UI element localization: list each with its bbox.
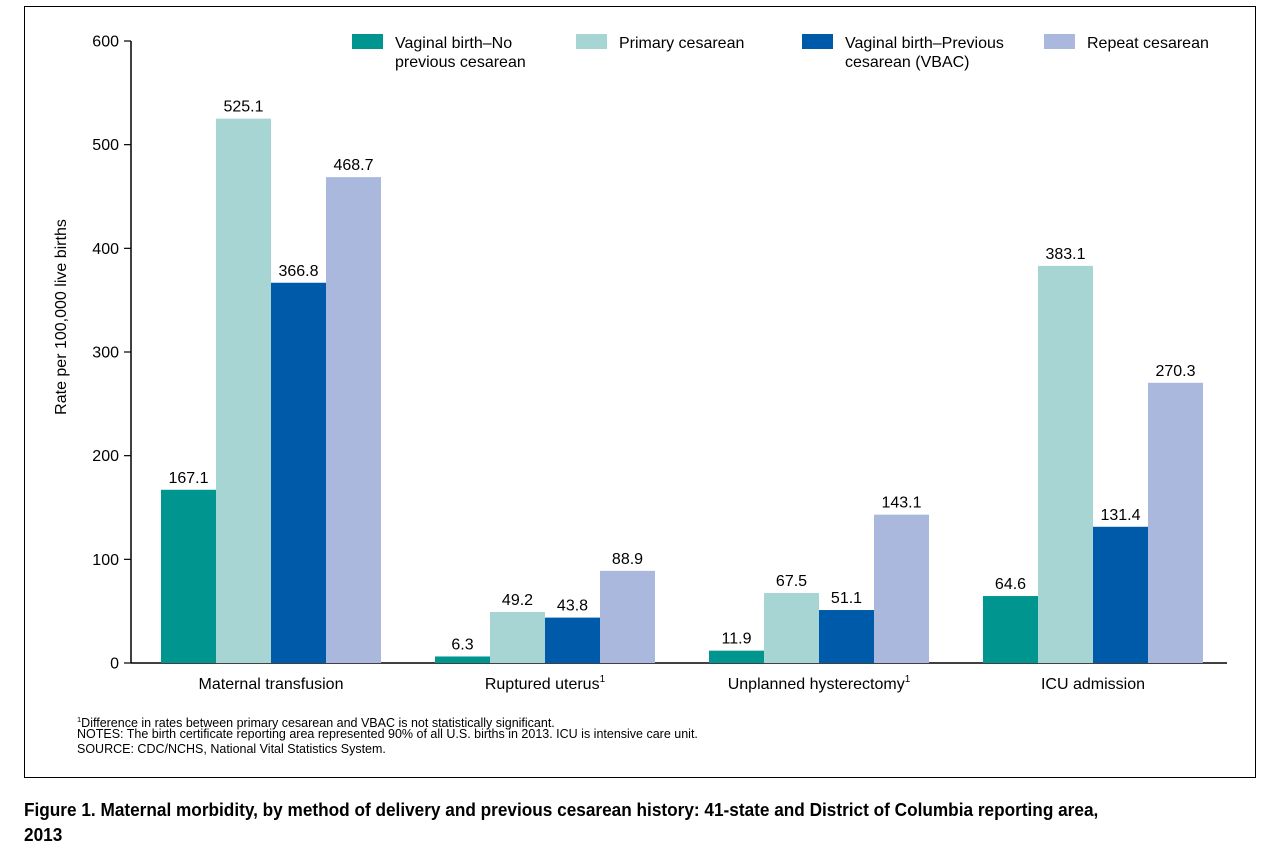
bar-value-label: 51.1 (831, 590, 862, 607)
bar (490, 611, 545, 663)
bar-value-label: 11.9 (722, 631, 752, 648)
bar (819, 610, 874, 663)
bar (600, 570, 655, 663)
bar-value-label: 43.8 (557, 598, 588, 615)
bar (271, 282, 326, 663)
legend-swatch (1044, 34, 1075, 49)
legend-label: previous cesarean (395, 54, 526, 71)
bar-value-label: 270.3 (1155, 363, 1195, 380)
legend-swatch (802, 34, 833, 49)
x-category-label: Unplanned hysterectomy1 (728, 674, 911, 693)
footnote: 1Difference in rates between primary ces… (77, 712, 555, 731)
bar (874, 514, 929, 663)
bar-value-label: 143.1 (881, 495, 921, 512)
footnote-marker: 1 (77, 715, 82, 724)
bar (709, 650, 764, 663)
bar-value-label: 88.9 (612, 551, 643, 568)
y-tick-label: 100 (92, 552, 119, 569)
bar-chart: 0 100 200 300 400 500 600 Rate per 100,000 live… (53, 34, 1227, 693)
bar-value-label: 366.8 (278, 263, 318, 280)
bar (1038, 265, 1093, 663)
bar-value-label: 67.5 (776, 573, 807, 590)
legend-swatch (352, 34, 383, 49)
y-tick-label: 300 (92, 345, 119, 362)
bar (326, 177, 381, 664)
notes-text: NOTES: The birth certificate reporting a… (77, 727, 698, 741)
y-tick-label: 600 (92, 34, 119, 51)
bar-value-label: 468.7 (333, 157, 373, 174)
y-tick-label: 400 (92, 241, 119, 258)
bar (1093, 526, 1148, 663)
legend-label: Vaginal birth–Previous (845, 35, 1004, 52)
legend-swatch (576, 34, 607, 49)
y-tick-label: 200 (92, 448, 119, 465)
bar (764, 593, 819, 663)
figure-caption: Figure 1. Maternal morbidity, by method … (24, 799, 1099, 845)
footnote-text: Difference in rates between primary cesa… (81, 716, 555, 731)
bar (983, 596, 1038, 663)
figure-frame: 0 100 200 300 400 500 600 Rate per 100,000 live… (24, 6, 1256, 778)
x-category-label: Maternal transfusion (199, 676, 344, 693)
x-category-label: Ruptured uterus1 (485, 674, 606, 693)
bar (161, 489, 216, 663)
y-tick-label: 0 (110, 656, 119, 673)
legend-label: Primary cesarean (619, 35, 744, 52)
bar-value-label: 49.2 (502, 592, 533, 609)
bar-value-label: 64.6 (995, 576, 1026, 593)
bar (216, 118, 271, 663)
bar-value-label: 167.1 (168, 470, 208, 487)
legend-label: cesarean (VBAC) (845, 54, 970, 71)
y-tick-label: 500 (92, 137, 119, 154)
legend-label: Repeat cesarean (1087, 35, 1209, 52)
bar (435, 656, 490, 663)
bar-value-label: 383.1 (1045, 246, 1085, 263)
bar-value-label: 6.3 (451, 636, 473, 653)
bar-value-label: 525.1 (223, 99, 263, 116)
source-text: SOURCE: CDC/NCHS, National Vital Statist… (77, 742, 386, 756)
y-axis-title: Rate per 100,000 live births (53, 219, 70, 415)
legend-label: Vaginal birth–No (395, 35, 512, 52)
bar (545, 617, 600, 663)
x-category-label: ICU admission (1041, 676, 1145, 693)
bar (1148, 382, 1203, 663)
bar-value-label: 131.4 (1100, 507, 1140, 524)
